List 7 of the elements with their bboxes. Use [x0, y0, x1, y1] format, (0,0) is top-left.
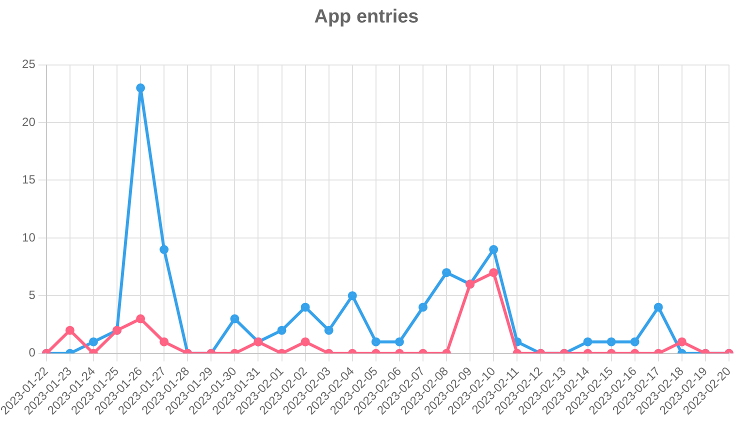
y-tick-label: 10	[22, 230, 36, 244]
y-tick-label: 20	[22, 114, 36, 129]
y-tick-label: 15	[22, 172, 36, 187]
y-tick-label: 25	[22, 57, 36, 72]
chart-title: App entries	[314, 6, 419, 28]
y-tick-label: 5	[28, 288, 36, 302]
y-tick-label: 0	[28, 346, 36, 360]
